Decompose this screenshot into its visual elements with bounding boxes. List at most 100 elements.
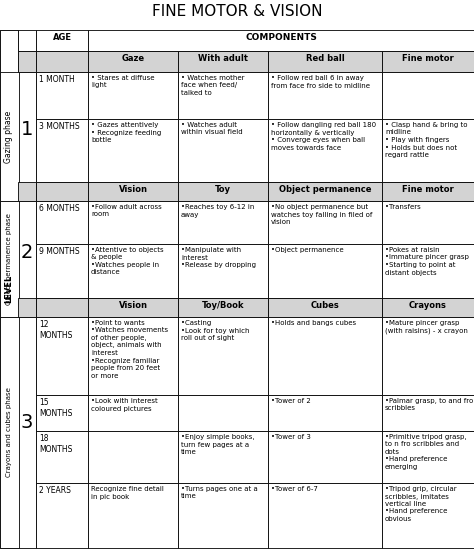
Bar xyxy=(382,431,474,483)
Bar xyxy=(36,30,88,51)
Bar xyxy=(178,244,268,298)
Text: Vision: Vision xyxy=(118,185,147,194)
Bar xyxy=(268,182,382,201)
Bar xyxy=(382,72,474,119)
Bar xyxy=(36,298,88,317)
Bar xyxy=(178,72,268,119)
Bar xyxy=(268,119,382,182)
Text: • Follow red ball 6 in away
from face fro side to midline: • Follow red ball 6 in away from face fr… xyxy=(271,75,370,89)
Text: 3 MONTHS: 3 MONTHS xyxy=(39,122,80,131)
Text: •Mature pincer grasp
(with raisins) - x crayon: •Mature pincer grasp (with raisins) - x … xyxy=(385,320,468,334)
Text: • Watches mother
face when feed/
talked to: • Watches mother face when feed/ talked … xyxy=(181,75,245,96)
Bar xyxy=(0,72,19,201)
Bar xyxy=(268,483,382,548)
Text: Gaze: Gaze xyxy=(121,54,145,63)
Bar xyxy=(36,51,88,72)
Text: Object permanence phase: Object permanence phase xyxy=(6,213,12,305)
Bar xyxy=(36,431,88,483)
Text: FINE MOTOR & VISION: FINE MOTOR & VISION xyxy=(152,4,322,19)
Bar xyxy=(382,182,474,201)
Bar xyxy=(18,30,36,51)
Text: •Holds and bangs cubes: •Holds and bangs cubes xyxy=(271,320,356,326)
Text: 2: 2 xyxy=(21,243,33,261)
Text: Fine motor: Fine motor xyxy=(402,185,454,194)
Text: 1: 1 xyxy=(21,120,33,139)
Text: •Palmar grasp, to and fro
scribbles: •Palmar grasp, to and fro scribbles xyxy=(385,398,473,412)
Text: LEVEL: LEVEL xyxy=(4,275,13,303)
Text: • Follow dangling red ball 180
horizontally & vertically
• Converge eyes when ba: • Follow dangling red ball 180 horizonta… xyxy=(271,122,376,151)
Text: •Tower of 3: •Tower of 3 xyxy=(271,434,311,440)
Text: •Pokes at raisin
•Immature pincer grasp
•Starting to point at
distant objects: •Pokes at raisin •Immature pincer grasp … xyxy=(385,247,469,275)
Text: •Manipulate with
interest
•Release by dropping: •Manipulate with interest •Release by dr… xyxy=(181,247,256,268)
Text: •Object permanence: •Object permanence xyxy=(271,247,344,253)
Text: •Tripod grip, circular
scribbles, imitates
vertical line
•Hand preference
obviou: •Tripod grip, circular scribbles, imitat… xyxy=(385,486,456,522)
Bar xyxy=(268,395,382,431)
Bar xyxy=(268,51,382,72)
Text: 2 YEARS: 2 YEARS xyxy=(39,486,71,495)
Bar xyxy=(178,182,268,201)
Text: •Turns pages one at a
time: •Turns pages one at a time xyxy=(181,486,258,500)
Text: 15
MONTHS: 15 MONTHS xyxy=(39,398,73,418)
Text: Toy: Toy xyxy=(215,185,231,194)
Bar xyxy=(36,483,88,548)
Text: •Primitive tripod grasp,
to n fro scribbles and
dots
•Hand preference
emerging: •Primitive tripod grasp, to n fro scribb… xyxy=(385,434,466,470)
Bar xyxy=(88,30,474,51)
Bar xyxy=(178,201,268,244)
Bar xyxy=(178,51,268,72)
Bar xyxy=(88,72,178,119)
Bar xyxy=(88,244,178,298)
Bar xyxy=(0,51,18,72)
Text: 12
MONTHS: 12 MONTHS xyxy=(39,320,73,340)
Bar xyxy=(382,483,474,548)
Bar xyxy=(18,182,36,201)
Bar xyxy=(36,182,88,201)
Bar xyxy=(18,72,36,201)
Bar xyxy=(36,244,88,298)
Text: •Reaches toy 6-12 in
away: •Reaches toy 6-12 in away xyxy=(181,204,255,218)
Bar xyxy=(18,201,36,317)
Text: • Watches adult
within visual field: • Watches adult within visual field xyxy=(181,122,243,136)
Bar xyxy=(178,119,268,182)
Text: •Enjoy simple books,
turn few pages at a
time: •Enjoy simple books, turn few pages at a… xyxy=(181,434,255,455)
Bar xyxy=(88,119,178,182)
Bar xyxy=(268,72,382,119)
Text: 9 MONTHS: 9 MONTHS xyxy=(39,247,80,256)
Text: 1 MONTH: 1 MONTH xyxy=(39,75,75,84)
Text: Cubes: Cubes xyxy=(310,301,339,310)
Bar xyxy=(178,317,268,395)
Text: 6 MONTHS: 6 MONTHS xyxy=(39,204,80,213)
Text: •No object permanence but
watches toy falling in filed of
vision: •No object permanence but watches toy fa… xyxy=(271,204,373,225)
Bar xyxy=(178,431,268,483)
Bar xyxy=(36,317,88,395)
Text: With adult: With adult xyxy=(198,54,248,63)
Text: •Look with interest
coloured pictures: •Look with interest coloured pictures xyxy=(91,398,158,412)
Text: • Stares at diffuse
light: • Stares at diffuse light xyxy=(91,75,155,89)
Text: •Casting
•Look for toy which
roll out of sight: •Casting •Look for toy which roll out of… xyxy=(181,320,249,341)
Bar xyxy=(268,298,382,317)
Bar xyxy=(268,244,382,298)
Bar xyxy=(382,298,474,317)
Bar xyxy=(36,119,88,182)
Bar xyxy=(88,317,178,395)
Bar xyxy=(88,395,178,431)
Text: Object permanence: Object permanence xyxy=(279,185,371,194)
Text: Crayons and cubes phase: Crayons and cubes phase xyxy=(6,388,12,478)
Text: • Clasp hand & bring to
midline
• Play with fingers
• Holds but does not
regard : • Clasp hand & bring to midline • Play w… xyxy=(385,122,467,158)
Bar xyxy=(0,317,19,548)
Bar xyxy=(178,395,268,431)
Bar xyxy=(382,317,474,395)
Bar xyxy=(268,201,382,244)
Text: Red ball: Red ball xyxy=(306,54,345,63)
Text: Gazing phase: Gazing phase xyxy=(4,110,13,163)
Text: •Point to wants
•Watches movements
of other people,
object, animals with
interes: •Point to wants •Watches movements of ot… xyxy=(91,320,168,378)
Bar xyxy=(36,201,88,244)
Text: Toy/Book: Toy/Book xyxy=(202,301,244,310)
Text: 3: 3 xyxy=(21,413,33,432)
Text: •Transfers: •Transfers xyxy=(385,204,421,210)
Bar xyxy=(88,51,178,72)
Bar xyxy=(0,201,19,317)
Bar xyxy=(382,395,474,431)
Text: •Tower of 2: •Tower of 2 xyxy=(271,398,311,404)
Text: Fine motor: Fine motor xyxy=(402,54,454,63)
Text: • Gazes attentively
• Recognize feeding
bottle: • Gazes attentively • Recognize feeding … xyxy=(91,122,161,143)
